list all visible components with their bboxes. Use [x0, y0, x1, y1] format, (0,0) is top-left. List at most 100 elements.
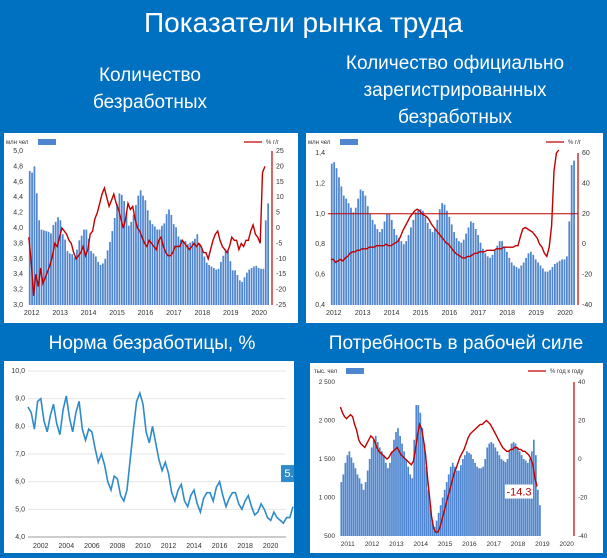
bar — [236, 274, 239, 305]
bar — [144, 200, 147, 305]
bar — [438, 209, 441, 305]
x-tick-label: 2015 — [438, 541, 453, 548]
y-left-tick-label: 2 500 — [319, 379, 336, 386]
bar — [462, 459, 464, 536]
bar — [386, 213, 388, 305]
bar — [222, 255, 225, 305]
bar — [352, 462, 355, 536]
bar — [385, 462, 387, 536]
bar — [356, 474, 359, 536]
x-tick-label: 2017 — [486, 541, 501, 548]
bar — [431, 520, 434, 536]
x-tick-label: 2011 — [341, 541, 355, 548]
bar — [393, 439, 395, 536]
y-right-tick-label: -40 — [578, 533, 588, 540]
bar — [494, 250, 496, 305]
y-tick-label: 6,0 — [15, 479, 25, 486]
bar — [229, 261, 232, 305]
bar — [451, 462, 454, 536]
bar — [480, 468, 482, 536]
bar — [489, 257, 491, 305]
chart-demand: 500 1 000 1 500 2 000 2 500 -40 -20 0 20 40 2011 20… — [314, 368, 588, 548]
bar — [447, 474, 450, 536]
bar — [494, 447, 497, 536]
bar — [59, 220, 62, 305]
y-left-tick-label: 3,0 — [13, 302, 23, 309]
bar — [116, 204, 118, 305]
legend-bar-swatch — [38, 139, 56, 145]
y-left-tick-label: 4,4 — [13, 194, 23, 201]
bar — [529, 251, 532, 305]
y-right-tick-label: 5 — [276, 210, 280, 217]
bar — [378, 232, 381, 305]
y-right-tick-label: -20 — [276, 287, 286, 294]
bar — [537, 489, 539, 536]
bar — [498, 241, 501, 305]
y-right-tick-label: -40 — [582, 302, 592, 309]
legend-bar-label: млн чел — [6, 140, 29, 146]
bar — [496, 451, 499, 536]
x-tick-label: 2017 — [470, 310, 486, 317]
bar — [455, 238, 458, 305]
x-tick-label: 2008 — [110, 543, 126, 550]
chart-panel-rate: 4,0 5,0 6,0 7,0 8,0 9,0 10,0 2002 2004 2006 2008 20… — [4, 361, 304, 553]
y-right-tick-label: -10 — [276, 256, 286, 263]
bar — [234, 270, 236, 305]
y-left-tick-label: 0,4 — [315, 302, 325, 309]
value-badge — [505, 484, 534, 499]
bar — [104, 258, 107, 305]
x-tick-label: 2016 — [138, 310, 154, 317]
x-tick-label: 2013 — [52, 310, 68, 317]
y-tick-label: 10,0 — [11, 368, 25, 375]
bar — [537, 262, 539, 305]
bar — [198, 243, 201, 305]
bar — [477, 235, 479, 305]
x-tick-label: 2018 — [511, 541, 526, 548]
y-right-tick-label: -25 — [276, 302, 286, 309]
bar — [474, 229, 477, 305]
y-left-tick-label: 3,2 — [13, 287, 23, 294]
bar — [400, 241, 403, 305]
bar — [71, 254, 74, 305]
section-title-rate: Норма безработицы, % — [48, 333, 256, 354]
bar — [484, 459, 487, 536]
bar — [453, 232, 455, 305]
y-left-tick-label: 3,8 — [13, 240, 23, 247]
x-tick-label: 2018 — [237, 543, 253, 550]
x-tick-label: 2020 — [251, 310, 267, 317]
bar — [525, 257, 527, 305]
bar — [501, 241, 503, 305]
bar — [472, 222, 475, 305]
bar — [491, 254, 494, 305]
bar — [191, 241, 194, 305]
bar — [388, 213, 391, 305]
bar — [333, 162, 336, 305]
bar — [66, 251, 69, 305]
bar — [439, 505, 442, 536]
y-left-tick-label: 4,8 — [13, 163, 23, 170]
bar — [253, 266, 255, 305]
bar — [109, 241, 111, 305]
bar — [371, 219, 374, 305]
bar — [260, 268, 262, 305]
bar — [347, 203, 350, 305]
legend-bar-label: тыс. чел — [314, 369, 338, 375]
bar — [130, 221, 133, 305]
bar — [210, 266, 213, 305]
bar — [426, 222, 429, 305]
bar — [354, 468, 357, 536]
bar — [153, 226, 156, 305]
bar — [443, 489, 446, 536]
bar — [139, 190, 142, 305]
bar — [539, 505, 541, 536]
bar — [40, 229, 43, 305]
x-tick-label: 2020 — [559, 541, 574, 548]
bar — [255, 265, 258, 305]
legend-line-label: % г/г — [266, 140, 280, 146]
bar — [382, 455, 385, 536]
x-tick-label: 2012 — [24, 310, 40, 317]
bar — [462, 239, 465, 305]
bar — [360, 483, 363, 536]
bar — [342, 195, 345, 305]
bar — [441, 203, 444, 305]
